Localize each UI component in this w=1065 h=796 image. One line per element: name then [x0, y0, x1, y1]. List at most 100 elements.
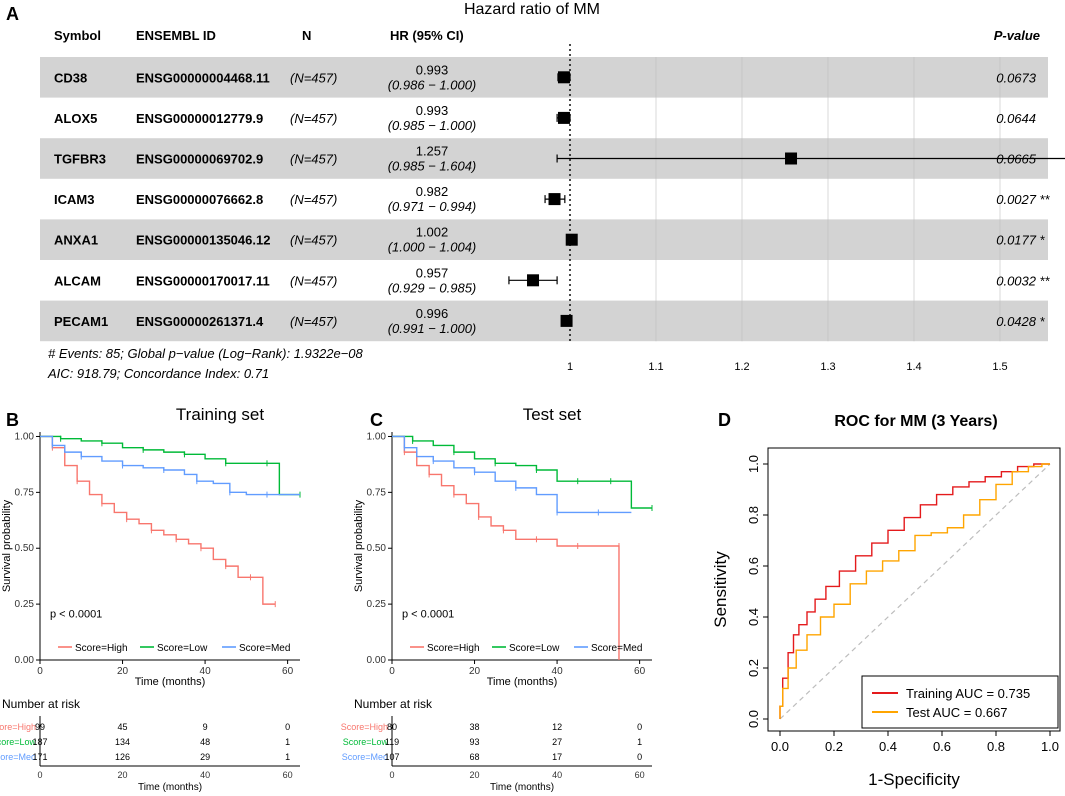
risk-table-count: 119	[385, 737, 399, 747]
forest-title: Hazard ratio of MM	[464, 1, 600, 18]
forest-row-pvalue: 0.0032	[996, 273, 1037, 288]
risk-table-title: Number at risk	[354, 697, 433, 711]
risk-table-x-tick-label: 40	[552, 770, 562, 780]
forest-x-tick-label: 1.4	[906, 361, 921, 373]
forest-footnote-aic: AIC: 918.79; Concordance Index: 0.71	[47, 366, 269, 381]
forest-row-ci: (0.985 − 1.604)	[388, 159, 477, 174]
risk-table-count: 48	[200, 737, 210, 747]
panel-c: C Test set 0.00 0.25 0.50 0.75 1.00 0 20 40 60 Ti…	[341, 405, 653, 793]
risk-table-x-tick-label: 0	[37, 770, 42, 780]
forest-row-pvalue: 0.0644	[996, 111, 1036, 126]
risk-table-x-axis-label: Time (months)	[490, 782, 554, 793]
km-curve-low	[40, 435, 300, 496]
km-curve-low	[392, 435, 652, 509]
risk-table-x-tick-label: 20	[118, 770, 128, 780]
panel-a: A Hazard ratio of MM Symbol ENSEMBL ID N…	[6, 1, 1065, 381]
km-legend-label: Score=High	[427, 643, 480, 654]
forest-row-n: (N=457)	[290, 233, 337, 248]
roc-legend-box	[861, 675, 1059, 729]
forest-hr-point	[560, 314, 573, 327]
risk-table-count: 99	[35, 722, 45, 732]
risk-table-count: 0	[637, 752, 642, 762]
forest-row-n: (N=457)	[290, 192, 337, 207]
roc-x-tick-label: 0.8	[987, 739, 1005, 754]
km-y-axis-label: Survival probability	[1, 499, 13, 592]
col-header-hr: HR (95% CI)	[390, 28, 464, 43]
risk-table-count: 0	[285, 722, 290, 732]
roc-y-tick-label: 0.0	[746, 710, 761, 728]
risk-table-row-label: Score=Low	[343, 737, 389, 747]
risk-table-x-tick-label: 20	[470, 770, 480, 780]
km-y-tick-label: 0.75	[15, 487, 35, 498]
risk-table-x-tick-label: 60	[283, 770, 293, 780]
risk-table-count: 38	[470, 722, 480, 732]
forest-band	[40, 219, 1048, 260]
forest-row-symbol: PECAM1	[54, 314, 108, 329]
forest-row-symbol: CD38	[54, 70, 87, 85]
km-x-axis-label: Time (months)	[135, 676, 206, 688]
risk-table-count: 107	[384, 752, 399, 762]
panel-d: D ROC for MM (3 Years) 0.0 0.2 0.4 0.6 0.8 1.…	[711, 410, 1061, 789]
roc-y-tick-label: 0.2	[746, 659, 761, 677]
roc-y-tick-label: 0.4	[746, 608, 761, 626]
risk-table-row-label: Score=High	[341, 722, 388, 732]
forest-row-ci: (1.000 − 1.004)	[388, 240, 477, 255]
risk-table-x-tick-label: 60	[635, 770, 645, 780]
forest-row-symbol: TGFBR3	[54, 152, 106, 167]
forest-row-pvalue: 0.0027	[996, 192, 1037, 207]
forest-row-hr: 0.993	[416, 62, 449, 77]
km-x-axis-label: Time (months)	[487, 676, 558, 688]
forest-row-hr: 1.002	[416, 225, 449, 240]
roc-x-tick-label: 0.0	[771, 739, 789, 754]
forest-row-ensembl: ENSG00000004468.11	[136, 70, 270, 85]
km-curve-med	[40, 435, 300, 496]
risk-table-count: 171	[32, 752, 47, 762]
risk-table-count: 1	[285, 737, 290, 747]
km-x-tick-label: 0	[389, 666, 395, 677]
forest-hr-point	[785, 152, 798, 165]
forest-row-significance: *	[1040, 233, 1045, 248]
forest-row-pvalue: 0.0673	[996, 70, 1037, 85]
forest-x-tick-label: 1.2	[734, 361, 749, 373]
km-y-tick-label: 0.50	[15, 543, 35, 554]
forest-row-symbol: ICAM3	[54, 192, 94, 207]
roc-legend-label: Training AUC = 0.735	[906, 686, 1030, 701]
km-pvalue-annotation: p < 0.0001	[50, 609, 102, 621]
forest-row-ensembl: ENSG00000012779.9	[136, 111, 263, 126]
risk-table-x-tick-label: 40	[200, 770, 210, 780]
forest-row-ci: (0.991 − 1.000)	[388, 321, 477, 336]
roc-curve-training	[779, 463, 1050, 719]
km-train-title: Training set	[176, 405, 264, 424]
roc-title: ROC for MM (3 Years)	[834, 413, 997, 430]
forest-hr-point	[548, 193, 561, 206]
forest-row-ensembl: ENSG00000261371.4	[136, 314, 264, 329]
risk-table-count: 126	[115, 752, 130, 762]
km-y-axis-label: Survival probability	[353, 499, 365, 592]
forest-row-n: (N=457)	[290, 70, 337, 85]
roc-y-tick-label: 0.6	[746, 557, 761, 575]
forest-row-pvalue: 0.0177	[996, 233, 1037, 248]
risk-table-count: 17	[552, 752, 562, 762]
forest-gridlines	[569, 44, 1001, 342]
forest-row-ci: (0.986 − 1.000)	[388, 77, 477, 92]
km-legend-label: Score=Med	[591, 643, 642, 654]
forest-x-tick-label: 1	[567, 361, 573, 373]
roc-y-axis-label: Sensitivity	[711, 551, 730, 628]
forest-row-hr: 1.257	[416, 144, 449, 159]
km-y-tick-label: 0.50	[367, 543, 387, 554]
risk-table-title: Number at risk	[2, 697, 81, 711]
forest-x-tick-label: 1.5	[992, 361, 1007, 373]
forest-row-symbol: ALOX5	[54, 111, 97, 126]
km-x-tick-label: 40	[200, 666, 212, 677]
forest-x-tick-label: 1.1	[648, 361, 663, 373]
km-y-tick-label: 0.25	[15, 599, 35, 610]
risk-table-count: 80	[387, 722, 397, 732]
forest-row-significance: *	[1040, 314, 1045, 329]
forest-row-n: (N=457)	[290, 273, 337, 288]
forest-row-symbol: ALCAM	[54, 273, 101, 288]
roc-x-tick-label: 1.0	[1041, 739, 1059, 754]
forest-row-ci: (0.985 − 1.000)	[388, 118, 477, 133]
km-x-tick-label: 40	[552, 666, 564, 677]
risk-table-count: 1	[285, 752, 290, 762]
forest-row-pvalue: 0.0665	[996, 152, 1037, 167]
